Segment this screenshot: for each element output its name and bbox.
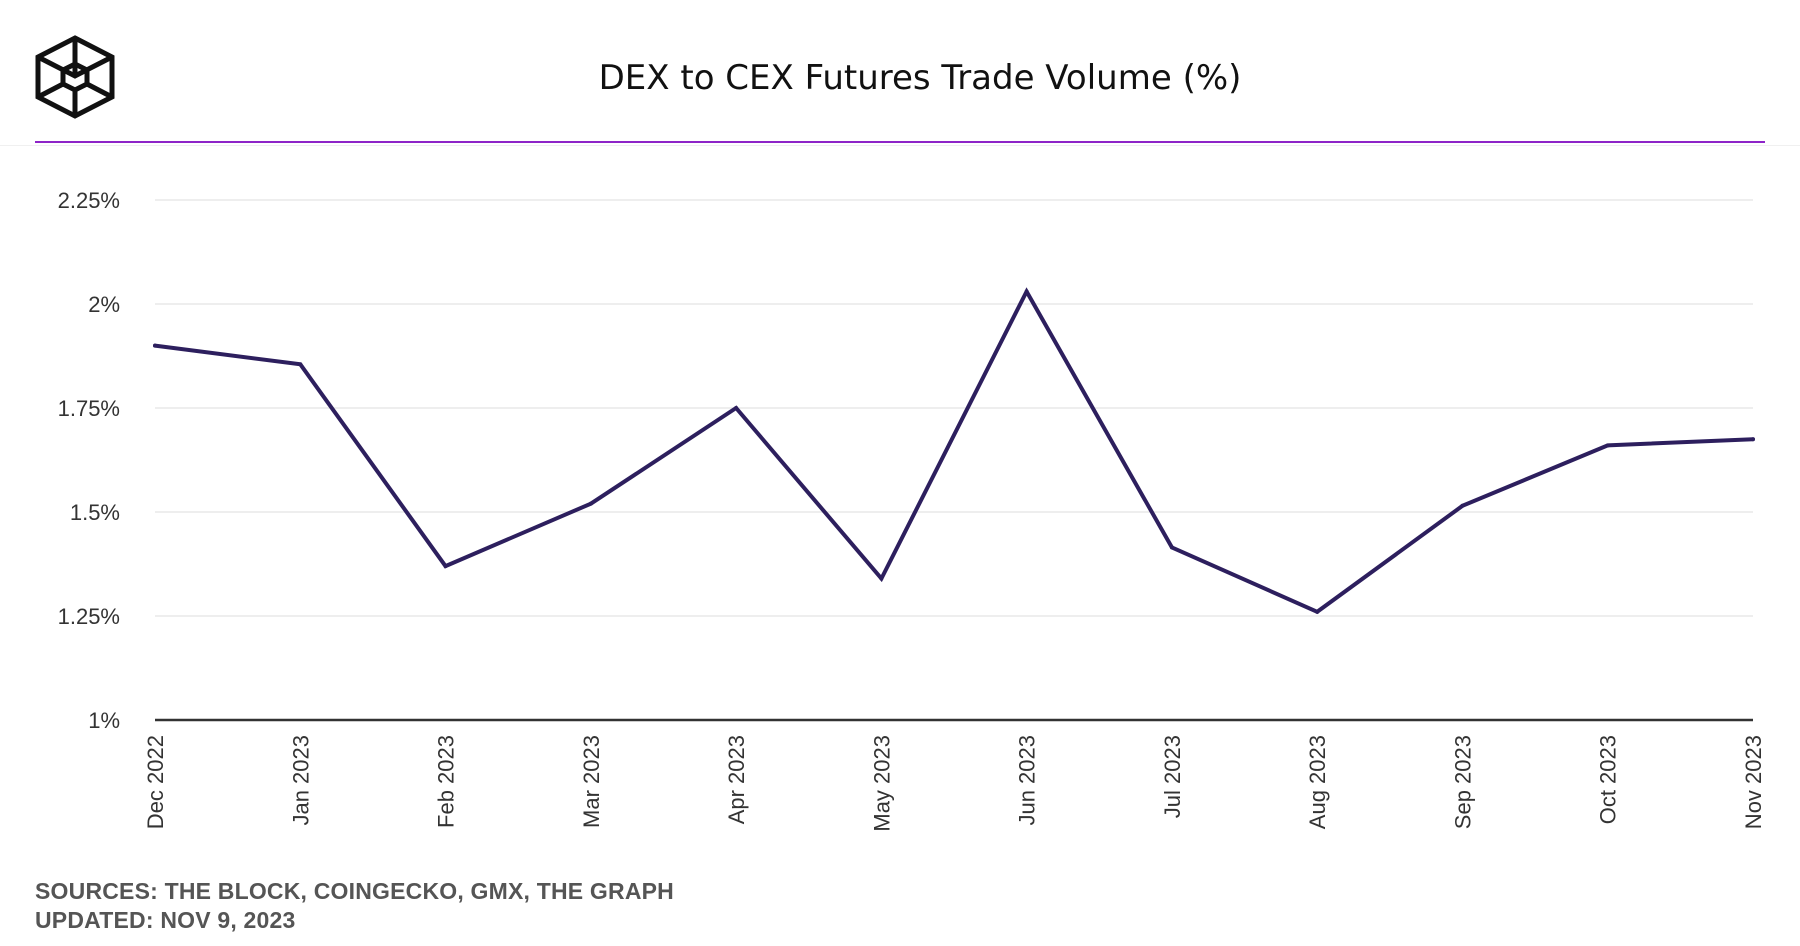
x-tick-label: Aug 2023 (1305, 735, 1330, 829)
data-point (1751, 437, 1755, 442)
data-point (1605, 443, 1610, 448)
grid-lines (155, 199, 1753, 722)
x-tick-label: Oct 2023 (1596, 735, 1621, 824)
x-tick-label: Feb 2023 (434, 735, 459, 828)
chart-title: DEX to CEX Futures Trade Volume (%) (598, 58, 1242, 98)
y-tick-label: 2% (88, 292, 120, 317)
data-point (734, 406, 739, 410)
x-tick-label: Mar 2023 (579, 735, 604, 828)
x-tick-label: Jan 2023 (288, 735, 313, 826)
data-point (153, 343, 157, 348)
chart-footer: SOURCES: THE BLOCK, COINGECKO, GMX, THE … (35, 877, 674, 935)
y-axis-ticks: 1% 1.25% 1.5% 1.75% 2% 2.25% (58, 188, 120, 733)
data-point (298, 362, 303, 367)
x-tick-label: Jun 2023 (1015, 735, 1040, 826)
sources-note: SOURCES: THE BLOCK, COINGECKO, GMX, THE … (35, 878, 674, 904)
x-tick-label: Jul 2023 (1160, 735, 1185, 818)
series-line (153, 287, 1755, 615)
data-point (1024, 289, 1029, 294)
data-point (1460, 503, 1465, 508)
data-point (1315, 609, 1320, 614)
y-tick-label: 1.5% (70, 500, 120, 525)
x-tick-label: Apr 2023 (724, 735, 749, 824)
data-point (443, 564, 448, 569)
y-tick-label: 1% (88, 708, 120, 733)
x-tick-label: May 2023 (869, 735, 894, 832)
x-axis-ticks: Dec 2022 Jan 2023 Feb 2023 Mar 2023 Apr 2023… (143, 735, 1766, 832)
cube-logo-icon (35, 35, 115, 119)
data-point (879, 576, 884, 581)
y-tick-label: 1.25% (58, 604, 120, 629)
header-divider (0, 145, 1800, 146)
accent-rule (35, 141, 1765, 143)
data-point (588, 501, 593, 506)
y-tick-label: 2.25% (58, 188, 120, 213)
updated-note: UPDATED: NOV 9, 2023 (35, 907, 296, 933)
data-point (1169, 545, 1174, 550)
x-tick-label: Dec 2022 (143, 735, 168, 829)
x-tick-label: Sep 2023 (1450, 735, 1475, 829)
line-chart: 1% 1.25% 1.5% 1.75% 2% 2.25% Dec 2022 Jan 2023… (58, 188, 1766, 832)
x-tick-label: Nov 2023 (1741, 735, 1766, 829)
chart-header: DEX to CEX Futures Trade Volume (%) (0, 0, 1800, 146)
series-lines (153, 287, 1755, 615)
y-tick-label: 1.75% (58, 396, 120, 421)
